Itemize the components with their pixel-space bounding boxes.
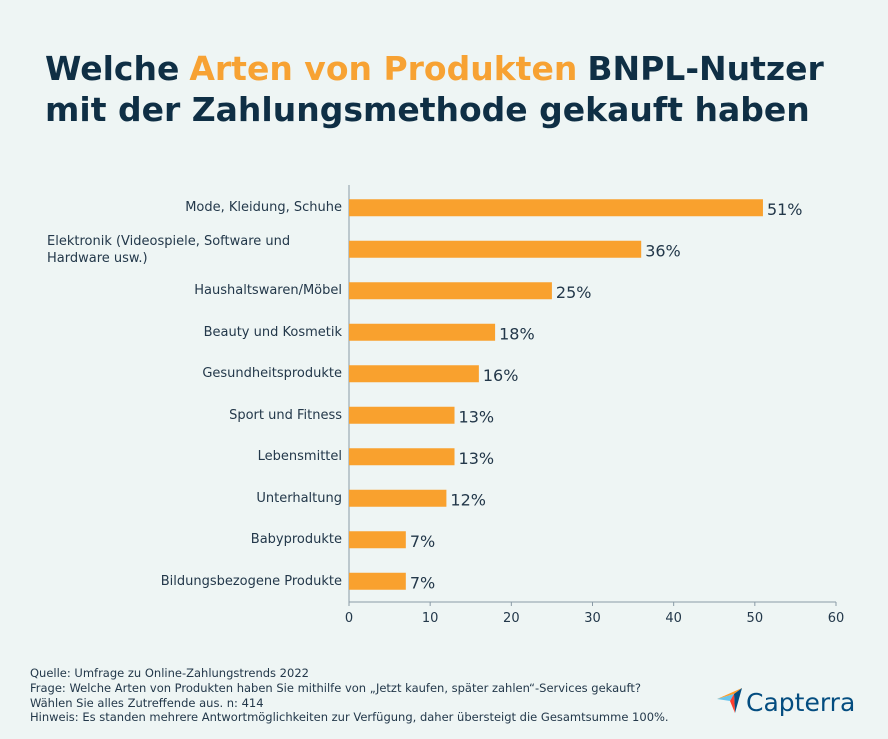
value-label: 16%	[483, 366, 519, 385]
note: Hinweis: Es standen mehrere Antwortmögli…	[30, 710, 669, 724]
x-tick-label: 0	[345, 611, 353, 626]
category-label: Babyprodukte	[250, 532, 342, 548]
brand-name: Capterra	[746, 688, 855, 717]
logo-icon	[734, 688, 742, 713]
category-label: Beauty und Kosmetik	[203, 324, 342, 340]
category-label: Lebensmittel	[257, 449, 342, 465]
category-label: Gesundheitsprodukte	[202, 366, 342, 382]
x-tick-label: 30	[584, 611, 601, 626]
bar	[349, 572, 406, 590]
bar	[349, 240, 642, 258]
bar	[349, 199, 763, 217]
category-label: Haushaltswaren/Möbel	[194, 283, 342, 299]
category-label: Mode, Kleidung, Schuhe	[185, 200, 342, 216]
value-label: 13%	[459, 449, 495, 468]
value-label: 18%	[499, 324, 535, 343]
bar	[349, 282, 552, 300]
category-label: Sport und Fitness	[229, 407, 342, 423]
x-tick-label: 10	[422, 611, 439, 626]
value-label: 12%	[450, 490, 486, 509]
logo-icon	[730, 694, 735, 713]
bar	[349, 365, 479, 383]
value-label: 25%	[556, 283, 592, 302]
value-label: 7%	[410, 532, 435, 551]
bar	[349, 323, 496, 341]
brand-logo: Capterra	[717, 688, 855, 717]
chart-title: mit der Zahlungsmethode gekauft haben	[45, 90, 810, 129]
question: Frage: Welche Arten von Produkten haben …	[30, 681, 641, 710]
value-label: 36%	[645, 241, 681, 260]
x-tick-label: 50	[747, 611, 764, 626]
value-label: 7%	[410, 573, 435, 592]
x-tick-label: 40	[665, 611, 682, 626]
chart-title: Welche Arten von Produkten BNPL-Nutzer	[45, 49, 824, 88]
bar	[349, 531, 406, 549]
category-label: Elektronik (Videospiele, Software und Ha…	[47, 233, 291, 266]
value-label: 13%	[459, 407, 495, 426]
x-tick-label: 20	[503, 611, 520, 626]
value-label: 51%	[767, 200, 803, 219]
title-part: BNPL-Nutzer	[587, 49, 824, 88]
x-tick-label: 60	[828, 611, 845, 626]
category-label: Bildungsbezogene Produkte	[160, 573, 342, 589]
title-part: Arten von Produkten	[189, 49, 577, 88]
title-part: Welche	[45, 49, 179, 88]
logo-icon	[717, 688, 742, 699]
source: Quelle: Umfrage zu Online-Zahlungstrends…	[30, 666, 309, 680]
bar	[349, 406, 455, 424]
bar	[349, 489, 447, 507]
logo-icon	[717, 694, 734, 701]
category-label: Unterhaltung	[256, 490, 342, 506]
bar	[349, 448, 455, 466]
